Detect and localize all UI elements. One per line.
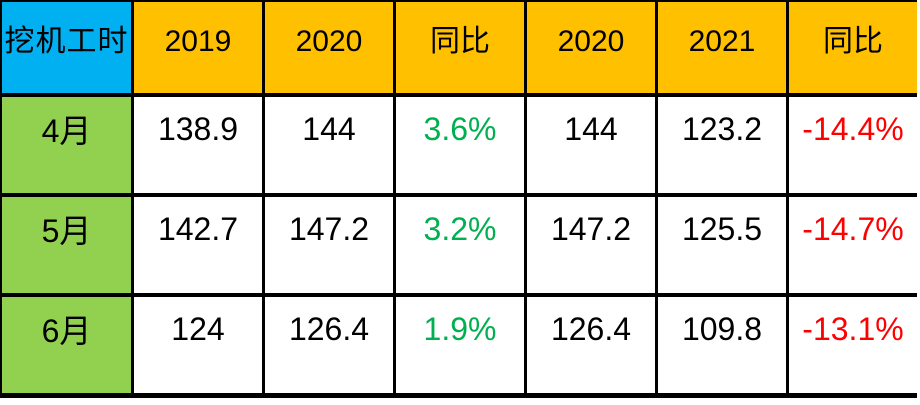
cell-may-2020-right: 147.2	[527, 197, 655, 293]
cell-june-2019: 124	[134, 297, 262, 393]
cell-june-2021: 109.8	[658, 297, 786, 393]
corner-header-label: 挖机工时	[2, 2, 131, 93]
col-header-2020-left: 2020	[265, 2, 393, 93]
col-header-2021: 2021	[658, 2, 786, 93]
cell-april-2020-right: 144	[527, 97, 655, 193]
col-header-yoy-left: 同比	[396, 2, 524, 93]
cell-april-yoy-left: 3.6%	[396, 97, 524, 193]
cell-april-2021: 123.2	[658, 97, 786, 193]
cell-may-2019: 142.7	[134, 197, 262, 293]
cell-june-yoy-left: 1.9%	[396, 297, 524, 393]
cell-april-2019: 138.9	[134, 97, 262, 193]
cell-june-yoy-right: -13.1%	[789, 297, 917, 393]
cell-may-yoy-right: -14.7%	[789, 197, 917, 293]
col-header-2019: 2019	[134, 2, 262, 93]
row-label-april: 4月	[2, 97, 131, 193]
cell-may-2021: 125.5	[658, 197, 786, 293]
cell-may-2020-left: 147.2	[265, 197, 393, 293]
cell-june-2020-left: 126.4	[265, 297, 393, 393]
cell-april-yoy-right: -14.4%	[789, 97, 917, 193]
excavator-hours-table: 挖机工时 2019 2020 同比 2020 2021 同比 4月 138.9 …	[0, 0, 917, 398]
row-label-june: 6月	[2, 297, 131, 393]
cell-june-2020-right: 126.4	[527, 297, 655, 393]
cell-may-yoy-left: 3.2%	[396, 197, 524, 293]
row-label-may: 5月	[2, 197, 131, 293]
col-header-yoy-right: 同比	[789, 2, 917, 93]
cell-april-2020-left: 144	[265, 97, 393, 193]
col-header-2020-right: 2020	[527, 2, 655, 93]
